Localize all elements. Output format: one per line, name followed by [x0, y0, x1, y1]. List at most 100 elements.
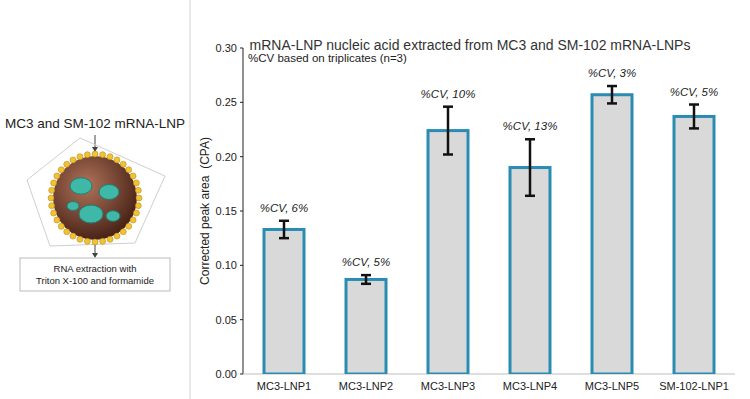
lipid-head: [107, 154, 113, 160]
lipid-head: [77, 236, 83, 242]
lipid-head: [51, 180, 57, 186]
error-bar-cap: [279, 220, 289, 223]
error-bar: [443, 107, 453, 155]
bar: [346, 279, 386, 374]
lipid-head: [49, 187, 55, 193]
y-tick-label: 0.30: [216, 42, 237, 54]
lipid-head: [107, 236, 113, 242]
lipid-head: [100, 152, 106, 158]
mrna-core: [67, 202, 79, 211]
lipid-head: [126, 223, 132, 229]
lipid-head: [133, 180, 139, 186]
x-tick-label: MC3-LNP5: [585, 380, 639, 392]
annotation: %CV based on triplicates (n=3): [248, 52, 407, 64]
bars: [264, 86, 714, 374]
lipid-head: [64, 229, 70, 235]
error-bar: [689, 105, 699, 129]
x-tick-label: MC3-LNP1: [257, 380, 311, 392]
lipid-head: [135, 203, 141, 209]
error-bar-cap: [279, 237, 289, 240]
x-tick-label: MC3-LNP2: [339, 380, 393, 392]
lipid-head: [48, 195, 54, 201]
lnp-core: [53, 156, 137, 240]
lipid-head: [49, 203, 55, 209]
y-tick-label: 0.10: [216, 259, 237, 271]
lipid-head: [92, 239, 98, 245]
arrow-head: [92, 253, 98, 258]
lipid-head: [136, 195, 142, 201]
y-tick: [240, 156, 243, 157]
y-tick: [240, 319, 243, 320]
bar: [674, 116, 714, 374]
lipid-head: [70, 233, 76, 239]
y-tick-label: 0.00: [216, 368, 237, 380]
error-bar-cap: [361, 283, 371, 286]
cv-label: %CV, 5%: [670, 86, 718, 98]
error-bar: [361, 275, 371, 284]
bar: [592, 95, 632, 374]
lipid-head: [130, 173, 136, 179]
bar: [264, 229, 304, 374]
y-tick-label: 0.05: [216, 314, 237, 326]
lipid-head: [133, 210, 139, 216]
mrna-core: [79, 205, 103, 223]
x-tick-label: MC3-LNP3: [421, 380, 475, 392]
mrna-core: [99, 185, 119, 200]
lipid-head: [100, 238, 106, 244]
bar: [510, 168, 550, 374]
y-tick-label: 0.25: [216, 96, 237, 108]
cv-label: %CV, 6%: [260, 202, 308, 214]
y-tick-label: 0.20: [216, 151, 237, 163]
mrna-core: [106, 211, 120, 222]
lipid-head: [114, 233, 120, 239]
error-bar-stem: [283, 221, 286, 238]
x-tick-label: SM-102-LNP1: [659, 380, 729, 392]
cv-label: %CV, 10%: [421, 88, 476, 100]
y-tick: [240, 102, 243, 103]
error-bar-cap: [443, 153, 453, 156]
x-tick-label: MC3-LNP4: [503, 380, 557, 392]
cv-label: %CV, 5%: [342, 256, 390, 268]
lipid-head: [58, 167, 64, 173]
error-bar-stem: [693, 105, 696, 129]
y-axis-label: Corrected peak area (CPA): [198, 137, 212, 285]
error-bar-cap: [689, 127, 699, 130]
lipid-head: [135, 187, 141, 193]
error-bar: [607, 86, 617, 103]
y-tick: [240, 48, 243, 49]
error-bar-stem: [611, 86, 614, 103]
step-box: [20, 258, 170, 291]
error-bar-cap: [361, 274, 371, 277]
lipid-head: [51, 210, 57, 216]
lipid-head: [54, 217, 60, 223]
chart: MC3 and SM-102 mRNA-LNP RNA extraction wi…: [0, 0, 750, 399]
step-text: RNA extraction with: [54, 263, 137, 274]
y-tick: [240, 211, 243, 212]
error-bar-cap: [607, 102, 617, 105]
error-bar-stem: [529, 139, 532, 196]
error-bar-stem: [447, 107, 450, 155]
error-bar-cap: [443, 105, 453, 108]
lipid-head: [70, 157, 76, 163]
lnp-frame: [27, 138, 165, 246]
lipid-head: [58, 223, 64, 229]
lipid-head: [84, 238, 90, 244]
diagram-label: MC3 and SM-102 mRNA-LNP: [5, 116, 185, 131]
lipid-head: [120, 161, 126, 167]
lipid-head: [126, 167, 132, 173]
lipid-head: [120, 229, 126, 235]
error-bar-cap: [607, 85, 617, 88]
error-bar-cap: [525, 138, 535, 141]
error-bar-cap: [525, 195, 535, 198]
cv-label: %CV, 3%: [588, 67, 636, 79]
error-bar-stem: [365, 275, 368, 284]
x-axis: [243, 374, 735, 375]
mrna-core: [70, 178, 92, 195]
cv-label: %CV, 13%: [503, 120, 558, 132]
lnp-illustration: [27, 138, 165, 246]
lipid-head: [130, 217, 136, 223]
separator: [190, 0, 191, 399]
lipid-head: [84, 152, 90, 158]
error-bar: [525, 139, 535, 196]
y-tick-label: 0.15: [216, 205, 237, 217]
